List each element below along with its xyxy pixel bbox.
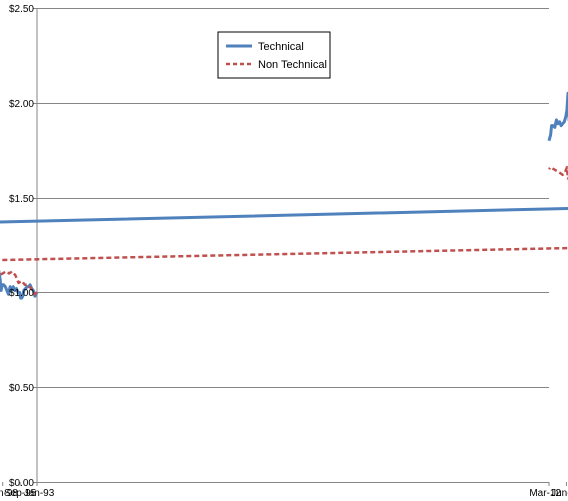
y-tick-label-3: $1.50 [9, 194, 34, 205]
y-tick-label-5: $2.50 [9, 4, 34, 15]
y-tick-label-1: $0.50 [9, 383, 34, 394]
series-line-non-technical [0, 166, 568, 296]
series-layer [0, 91, 568, 300]
x-tick-label-1: Sep-95 [4, 488, 37, 499]
y-tick-label-4: $2.00 [9, 99, 34, 110]
x-tick-label-2: Jun-98 [0, 488, 18, 499]
x-tick-label-7: Mar-12 [529, 488, 561, 499]
series-line-technical [0, 91, 568, 300]
legend: Technical Non Technical [217, 31, 331, 79]
legend-non-technical-label: Non Technical [258, 59, 327, 71]
legend-box [217, 31, 331, 79]
x-tick-label-6: Jun-09 [551, 488, 568, 499]
x-tick-label-0: Jan-93 [24, 488, 55, 499]
axis-layer [36, 8, 549, 483]
tick-labels: $0.00 $0.50 $1.00 $1.50 $2.00 $2.50 Jan-93Sep-… [0, 4, 568, 499]
grid-layer [2, 8, 567, 486]
legend-technical-label: Technical [258, 41, 304, 53]
y-tick-label-2: $1.00 [9, 288, 34, 299]
y-tick-label-0: $0.00 [9, 478, 34, 489]
